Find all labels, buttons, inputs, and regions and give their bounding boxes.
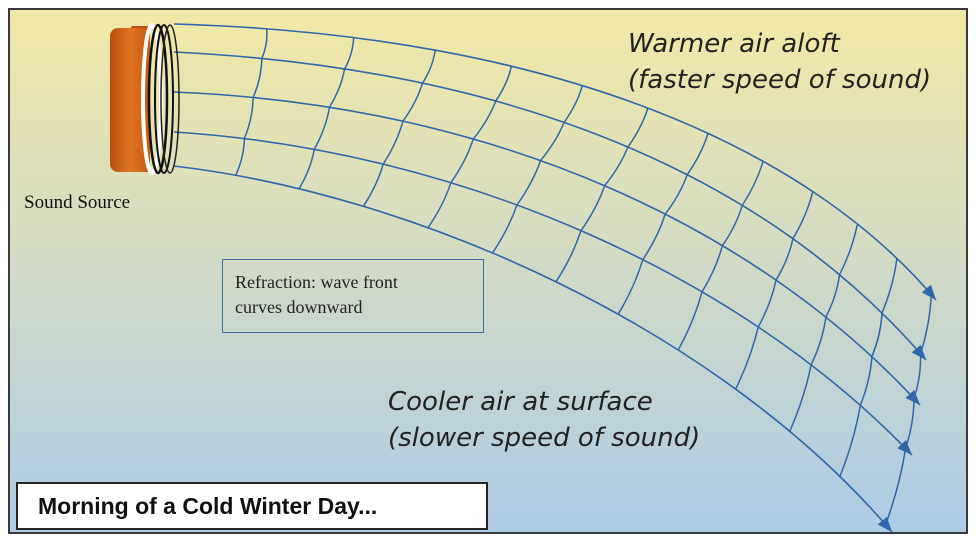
warm-air-line-1: Warmer air aloft <box>628 29 840 59</box>
speaker-face-ring-3 <box>160 24 180 174</box>
wave-front <box>555 107 649 283</box>
cool-air-label: Cooler air at surface (slower speed of s… <box>388 384 700 456</box>
wave-fronts <box>235 28 933 525</box>
speaker-face-ring-1 <box>147 23 169 175</box>
wave-front <box>362 49 436 207</box>
sound-ray <box>173 91 921 406</box>
wave-front <box>677 161 764 351</box>
sound-ray <box>173 51 927 361</box>
wave-front <box>235 28 268 176</box>
refraction-note: Refraction: wave front curves downward <box>222 259 484 333</box>
arrowhead <box>877 516 892 532</box>
refraction-line-1: Refraction: wave front <box>235 272 398 292</box>
arrowhead <box>911 344 926 360</box>
warm-air-line-2: (faster speed of sound) <box>628 65 932 95</box>
speaker-icon <box>110 23 180 175</box>
wave-front <box>427 66 513 229</box>
sound-ray <box>173 165 893 533</box>
wave-front <box>617 133 709 315</box>
title-box: Morning of a Cold Winter Day... <box>16 482 488 530</box>
sound-source-label: Sound Source <box>24 192 131 213</box>
arrowhead <box>905 389 920 405</box>
wave-front <box>491 85 584 254</box>
wave-front <box>298 37 355 190</box>
arrowhead <box>897 440 912 455</box>
refraction-line-2: curves downward <box>235 297 363 317</box>
wave-front <box>839 258 898 477</box>
diagram-title: Morning of a Cold Winter Day... <box>38 493 378 519</box>
cool-air-line-2: (slower speed of sound) <box>388 423 701 453</box>
wave-front <box>734 191 814 390</box>
cool-air-line-1: Cooler air at surface <box>388 387 653 417</box>
arrowhead <box>921 284 936 300</box>
warm-air-label: Warmer air aloft (faster speed of sound) <box>628 26 931 98</box>
sound-ray <box>173 131 913 456</box>
wave-arrowheads <box>877 284 936 532</box>
speaker-face-ring-2 <box>154 24 174 174</box>
speaker-body <box>110 28 150 172</box>
wave-front <box>789 223 859 432</box>
sound-ray <box>173 23 937 301</box>
wave-rays <box>173 23 937 533</box>
